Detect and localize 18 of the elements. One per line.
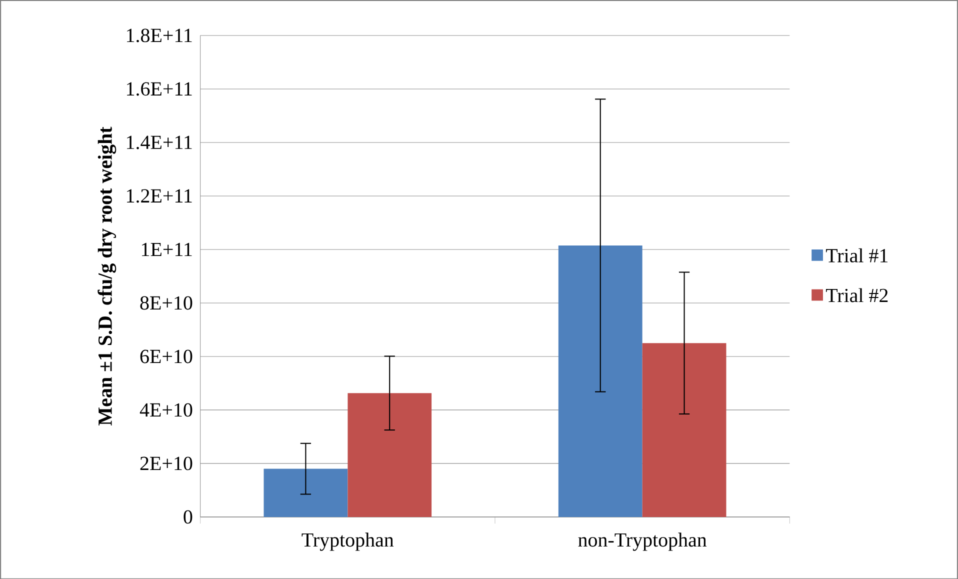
y-axis-title: Mean ±1 S.D. cfu/g dry root weight [98,126,116,426]
y-tick-label: 6E+10 [140,350,192,363]
y-tick-label: 1.4E+11 [127,136,192,150]
legend-label: Trial #1 [826,248,888,262]
y-tick-label: 1.6E+11 [127,82,192,96]
y-tick-label: 2E+10 [140,456,192,470]
y-tick-label: 1.8E+11 [127,28,192,42]
legend-label: Trial #2 [826,288,888,302]
y-tick-label: 1E+11 [142,242,192,256]
bar [264,468,348,517]
y-tick-label: 8E+10 [140,296,192,310]
x-tick-label: Tryptophan [302,532,394,551]
y-tick-label: 0 [184,510,192,524]
bar [348,392,432,517]
y-tick-label: 4E+10 [140,403,192,416]
bar [642,342,726,517]
y-tick-label: 1.2E+11 [127,189,192,203]
x-tick-label: non-Tryptophan [578,532,707,551]
